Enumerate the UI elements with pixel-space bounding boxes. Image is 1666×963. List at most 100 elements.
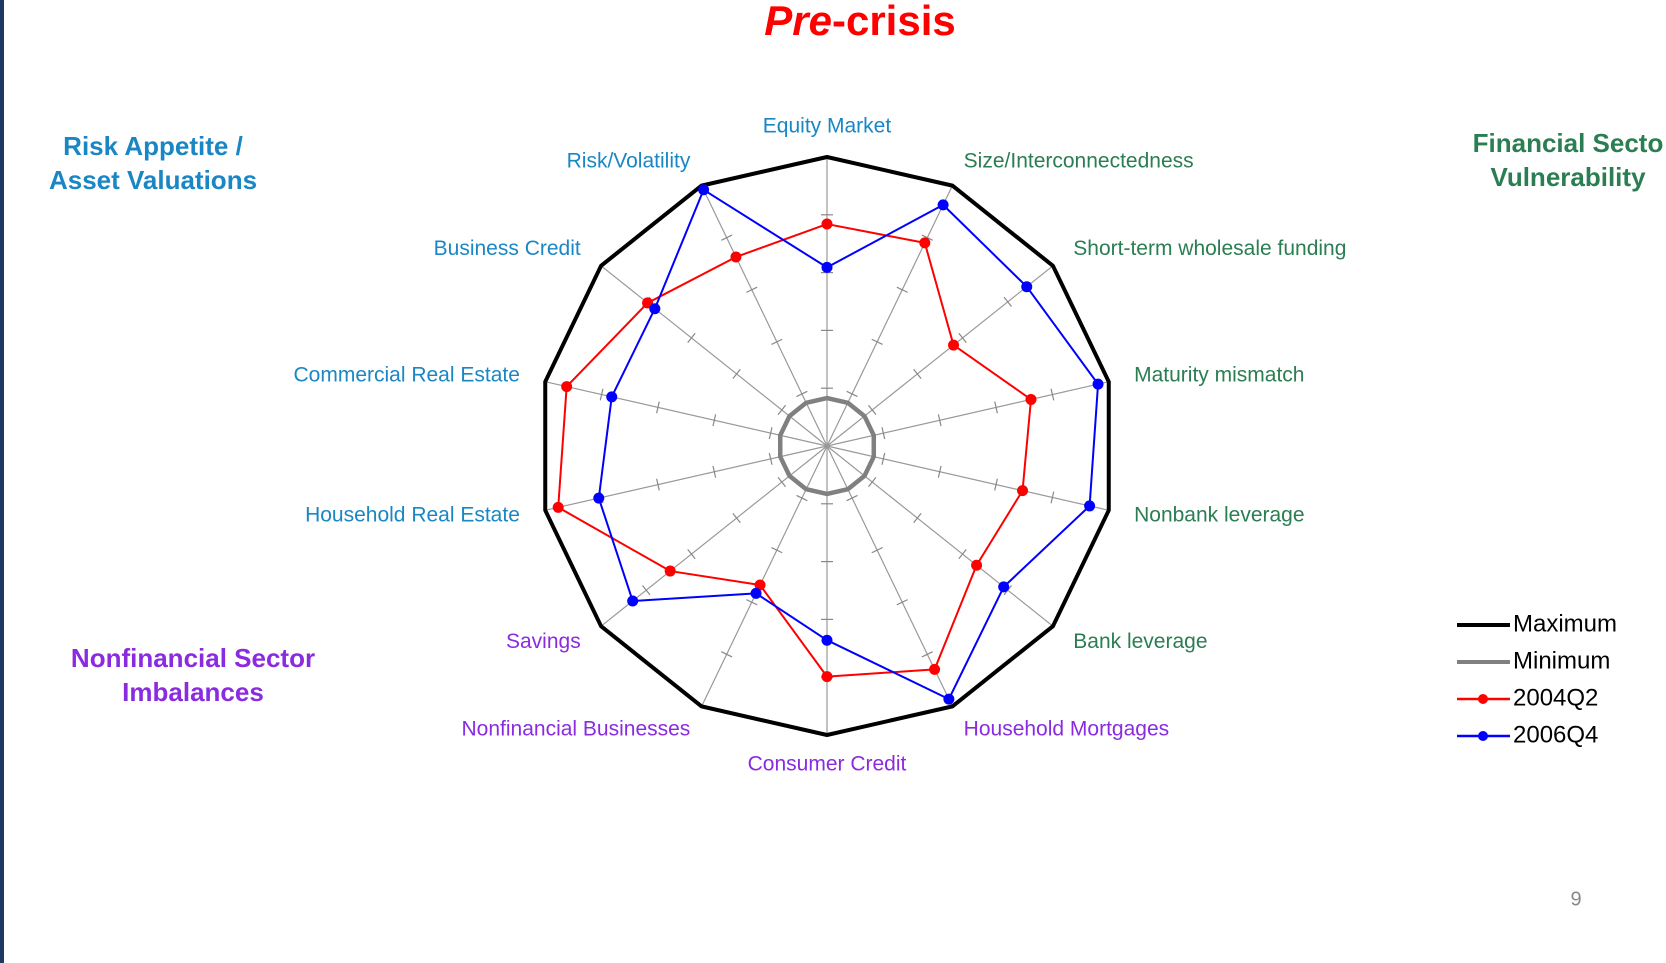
data-point — [821, 634, 833, 646]
data-point — [1017, 485, 1029, 497]
tick-mark — [746, 286, 758, 293]
spoke — [826, 445, 1109, 511]
tick-mark — [896, 599, 908, 606]
tick-mark — [921, 651, 933, 658]
slide-border — [0, 0, 4, 963]
tick-mark — [846, 494, 858, 502]
data-point — [821, 218, 833, 230]
legend-marker — [1478, 694, 1488, 704]
tick-mark — [771, 338, 783, 345]
tick-mark — [867, 404, 877, 416]
category-label: Nonbank leverage — [1134, 504, 1304, 527]
series-line — [557, 223, 1032, 678]
title-emphasis: Pre — [764, 0, 832, 44]
tick-mark — [913, 513, 922, 524]
data-point — [1084, 500, 1096, 512]
tick-mark — [712, 414, 717, 427]
legend-label: Maximum — [1513, 610, 1617, 637]
data-point — [730, 251, 742, 263]
tick-mark — [913, 368, 922, 379]
data-point — [948, 339, 960, 351]
legend-marker — [1478, 731, 1488, 741]
series-line — [543, 155, 1111, 737]
tick-mark — [937, 414, 942, 427]
tick-mark — [771, 547, 783, 554]
spoke — [545, 381, 828, 447]
group-title: Financial Secto — [1473, 128, 1664, 158]
data-point — [821, 261, 833, 273]
tick-mark — [881, 452, 886, 465]
tick-mark — [1003, 296, 1012, 307]
tick-mark — [867, 476, 877, 488]
tick-mark — [846, 390, 858, 398]
tick-mark — [1050, 491, 1055, 504]
data-point — [698, 184, 710, 196]
spoke — [826, 381, 1109, 447]
data-point — [593, 492, 605, 504]
group-title: Risk Appetite / — [63, 131, 243, 161]
data-point — [1021, 281, 1033, 293]
tick-mark — [881, 427, 886, 440]
tick-mark — [871, 547, 883, 554]
data-point — [754, 579, 766, 591]
tick-mark — [994, 478, 998, 491]
tick-mark — [958, 549, 967, 560]
category-label: Business Credit — [434, 237, 581, 260]
data-point — [552, 501, 564, 513]
tick-mark — [777, 476, 787, 488]
data-point — [750, 587, 762, 599]
group-title: Imbalances — [122, 677, 264, 707]
data-point — [821, 671, 833, 683]
tick-mark — [721, 234, 733, 241]
data-point — [919, 237, 931, 249]
data-point — [1092, 378, 1104, 390]
tick-mark — [768, 452, 773, 465]
spoke — [826, 185, 953, 447]
data-point — [943, 693, 955, 705]
category-label: Maturity mismatch — [1134, 363, 1304, 386]
category-label: Household Mortgages — [964, 717, 1169, 740]
tick-mark — [687, 549, 696, 560]
tick-mark — [1050, 388, 1055, 401]
tick-mark — [656, 478, 660, 491]
spoke — [545, 445, 828, 511]
spoke — [701, 185, 828, 447]
tick-mark — [958, 332, 967, 343]
tick-mark — [896, 286, 908, 293]
tick-mark — [921, 234, 933, 241]
tick-mark — [796, 390, 808, 398]
category-label: Short-term wholesale funding — [1073, 237, 1346, 260]
legend-label: Minimum — [1513, 647, 1610, 674]
tick-mark — [777, 404, 787, 416]
tick-mark — [721, 651, 733, 658]
tick-mark — [871, 338, 883, 345]
tick-mark — [746, 599, 758, 606]
category-label: Savings — [506, 630, 581, 653]
tick-mark — [768, 427, 773, 440]
tick-mark — [687, 332, 696, 343]
category-label: Equity Market — [763, 115, 892, 138]
group-title: Vulnerability — [1490, 162, 1646, 192]
tick-mark — [599, 388, 604, 401]
tick-mark — [994, 401, 998, 414]
data-point — [971, 559, 983, 571]
data-point — [937, 199, 949, 211]
legend-label: 2004Q2 — [1513, 684, 1598, 711]
data-point — [561, 381, 573, 393]
tick-mark — [732, 368, 741, 379]
data-point — [998, 581, 1010, 593]
spoke — [701, 445, 828, 707]
group-title: Asset Valuations — [49, 165, 257, 195]
title-rest: -crisis — [832, 0, 956, 44]
tick-mark — [642, 585, 651, 596]
page-number: 9 — [1570, 888, 1581, 910]
tick-mark — [712, 465, 717, 478]
data-point — [664, 565, 676, 577]
category-label: Consumer Credit — [748, 753, 907, 776]
chart-title: Pre-crisis — [764, 0, 955, 44]
data-point — [649, 303, 661, 315]
category-label: Risk/Volatility — [567, 150, 691, 173]
series-line — [777, 395, 877, 497]
data-point — [627, 595, 639, 607]
